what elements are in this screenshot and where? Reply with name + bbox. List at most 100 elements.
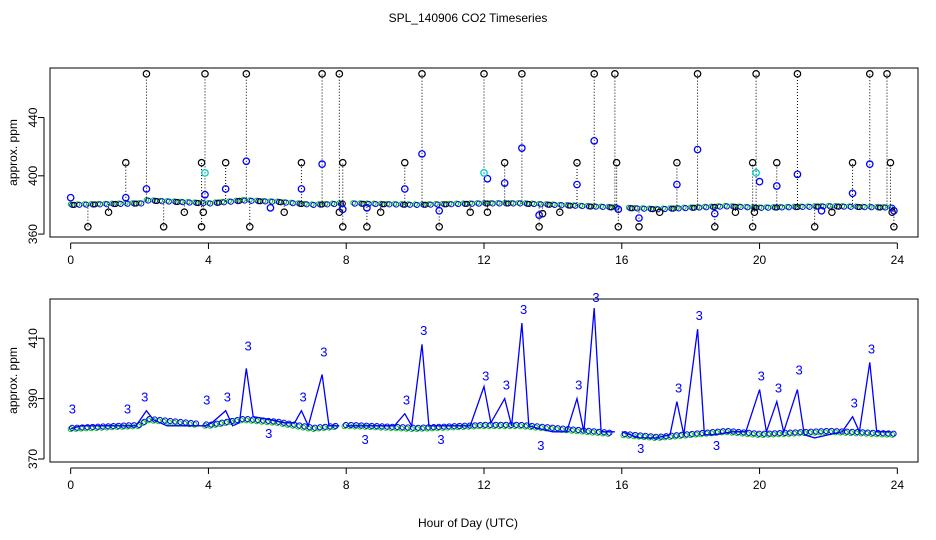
raw-spike-point: [142, 70, 151, 78]
x-tick-label: 16: [615, 253, 629, 267]
raw-point: [381, 201, 388, 208]
mean-line: [346, 308, 615, 433]
point-label: 3: [124, 402, 131, 417]
x-tick-label: 0: [67, 253, 74, 267]
mean-point: [66, 193, 75, 202]
y-tick-label: 360: [26, 224, 40, 244]
smooth-point: [191, 421, 198, 428]
raw-spike-point: [573, 158, 581, 167]
mean-point: [418, 150, 426, 158]
raw-dip-point: [466, 208, 475, 217]
raw-point: [629, 205, 636, 212]
raw-point: [236, 197, 243, 204]
raw-dip-point: [538, 209, 547, 218]
raw-point: [546, 201, 553, 208]
raw-spike-point: [793, 70, 802, 78]
x-tick-label: 8: [343, 253, 350, 267]
point-label: 3: [537, 438, 544, 453]
mean-point: [614, 205, 623, 214]
raw-point: [691, 204, 698, 211]
raw-dip-point: [159, 223, 168, 231]
raw-point: [215, 199, 222, 206]
mean-point: [500, 179, 509, 187]
top-panel: 0 4 8 12 16 20 24 360 400 440 approx. ppm: [6, 67, 919, 267]
mean-point: [338, 205, 347, 214]
point-label: 3: [758, 369, 765, 384]
raw-spike-point: [197, 158, 206, 167]
point-label: 3: [713, 438, 720, 453]
mean-point: [890, 430, 897, 437]
point-label: 3: [851, 396, 858, 411]
raw-spike-point: [693, 70, 702, 78]
raw-point: [484, 200, 491, 207]
chart-title: SPL_140906 CO2 Timeseries: [389, 11, 548, 25]
mean-point: [673, 180, 681, 189]
raw-spike-point: [338, 158, 347, 167]
mean-point: [755, 177, 764, 186]
raw-spike-point: [772, 158, 781, 167]
point-label: 3: [362, 432, 369, 447]
mean-line: [621, 329, 891, 439]
raw-point: [753, 204, 760, 211]
raw-dip-point: [197, 223, 206, 231]
mean-point: [201, 190, 209, 199]
mean-point: [227, 198, 234, 205]
y-tick-label: 400: [26, 165, 40, 185]
raw-dip-point: [888, 208, 896, 217]
raw-point: [608, 204, 615, 211]
raw-spike-point: [335, 70, 344, 78]
y-tick-label: 370: [26, 449, 40, 469]
raw-spike-point: [121, 158, 130, 167]
median-point: [201, 169, 209, 177]
raw-dip-point: [890, 223, 898, 231]
raw-spike-point: [590, 70, 599, 78]
raw-dip-point: [614, 223, 623, 231]
mean-point: [573, 180, 581, 189]
x-tick-label: 20: [753, 253, 767, 267]
point-label: 3: [675, 381, 682, 396]
raw-point: [298, 200, 305, 208]
point-label: 3: [265, 426, 272, 441]
mean-point: [207, 200, 214, 207]
mean-point: [483, 174, 492, 183]
point-label: 3: [592, 290, 599, 305]
raw-spike-point: [318, 70, 326, 78]
smooth-point: [140, 420, 146, 427]
raw-point: [133, 200, 140, 207]
mean-point: [606, 429, 613, 436]
raw-spike-point: [865, 70, 874, 78]
x-tick-label: 12: [477, 478, 491, 492]
raw-dip-point: [180, 208, 189, 217]
raw-point: [401, 201, 408, 208]
y-tick-label: 440: [26, 107, 40, 127]
median-point: [752, 169, 760, 177]
raw-dip-point: [245, 223, 254, 231]
mean-point: [693, 145, 702, 154]
plot-frame: [49, 298, 919, 463]
mean-point: [710, 209, 719, 218]
raw-dip-point: [280, 208, 289, 217]
raw-spike-point: [500, 158, 509, 167]
raw-point: [649, 206, 656, 213]
raw-spike-point: [611, 70, 619, 78]
raw-point: [835, 203, 842, 210]
mean-point: [772, 182, 781, 190]
mean-point: [221, 185, 230, 193]
raw-point: [732, 203, 739, 210]
raw-point: [505, 200, 512, 207]
raw-spike-point: [612, 158, 621, 167]
point-label: 3: [796, 362, 803, 377]
mean-point: [297, 185, 306, 193]
point-label: 3: [141, 390, 148, 405]
point-label: 3: [320, 344, 327, 359]
raw-spike-point: [673, 158, 681, 167]
point-label: 3: [575, 378, 582, 393]
point-label: 3: [244, 338, 251, 353]
point-label: 3: [224, 390, 231, 405]
raw-point: [319, 201, 326, 208]
point-label: 3: [482, 369, 489, 384]
raw-dip-point: [750, 208, 759, 217]
raw-point: [711, 203, 718, 210]
raw-dip-point: [535, 223, 543, 231]
raw-spike-point: [201, 70, 209, 78]
